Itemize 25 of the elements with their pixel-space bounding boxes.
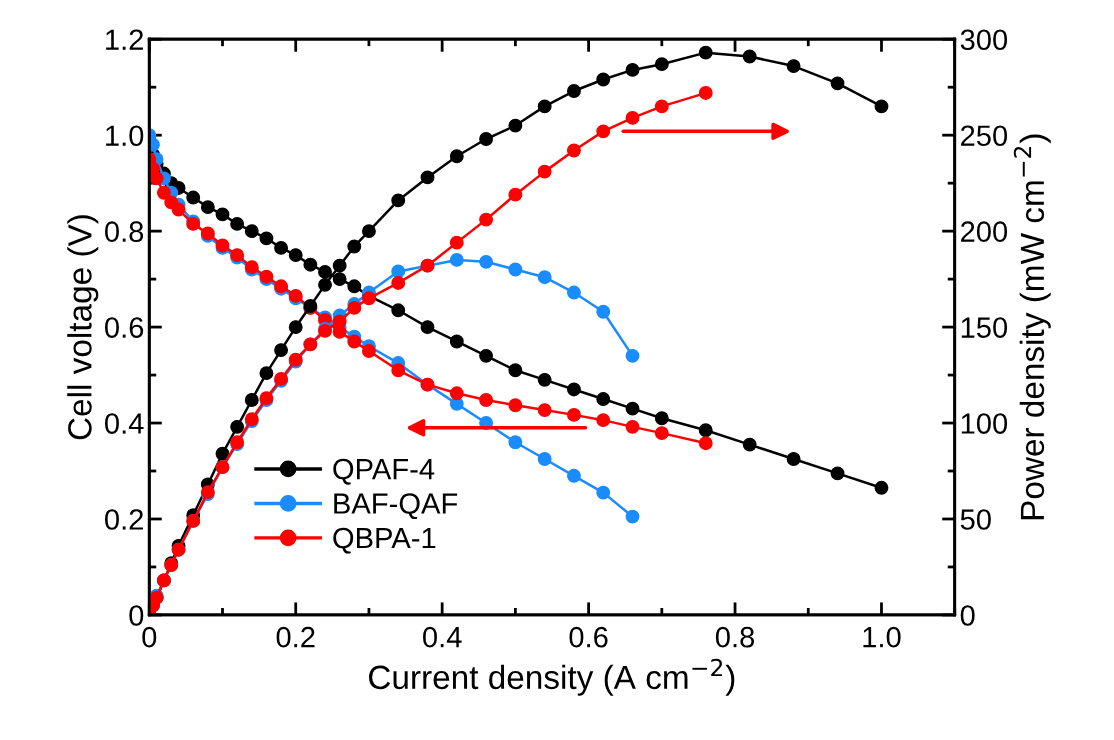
legend-label: QBPA-1: [333, 527, 436, 554]
y2-tick-label: 300: [960, 29, 1008, 51]
y-tick-label: 0.4: [105, 413, 144, 434]
x-tick-label: 0.8: [715, 626, 755, 648]
y-tick-label: 0.2: [105, 509, 143, 530]
y2-tick-label: 150: [961, 317, 1008, 338]
legend-label: BAF-QAF: [334, 493, 458, 520]
y2-tick-label: 200: [961, 221, 1008, 242]
x-tick-label: 0.2: [276, 626, 315, 648]
x-axis-title: Current density (A cm$^{−2}$): [369, 658, 735, 696]
x-tick-label: 1.0: [863, 626, 901, 648]
y2-tick-label: 0: [960, 605, 975, 626]
y-tick-label: 1.2: [106, 29, 143, 50]
x-tick-label: 0.4: [423, 626, 462, 648]
y-tick-label: 0.6: [105, 317, 144, 338]
y2-axis-title: Power density (mW cm$^{−2}$): [1013, 134, 1051, 520]
legend-label: QPAF-4: [333, 458, 435, 485]
y-tick-label: 0: [129, 605, 144, 626]
y-tick-label: 0.8: [105, 221, 144, 242]
y2-tick-label: 100: [961, 413, 1008, 434]
y-tick-label: 1.0: [106, 125, 144, 147]
y-axis-title: Cell voltage (V): [67, 215, 99, 440]
y2-tick-label: 50: [960, 509, 991, 530]
x-tick-label: 0.6: [569, 626, 608, 648]
y2-tick-label: 250: [961, 125, 1008, 147]
